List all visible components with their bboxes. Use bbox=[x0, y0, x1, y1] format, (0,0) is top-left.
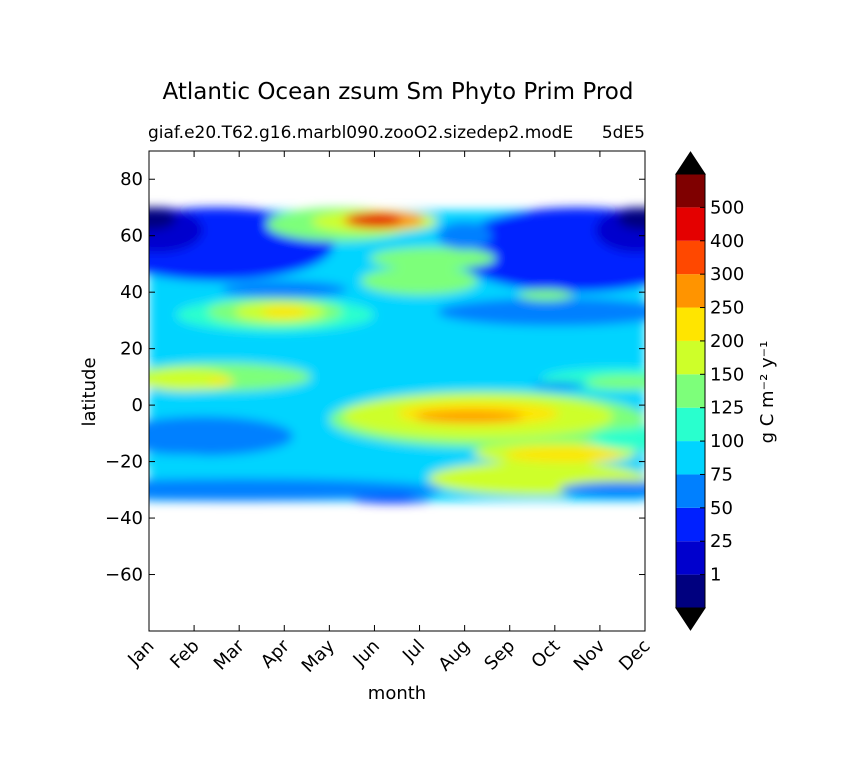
colorbar-tick-label: 125 bbox=[710, 398, 744, 419]
colorbar-swatch bbox=[676, 541, 705, 575]
contour-region bbox=[221, 280, 348, 298]
colorbar-extend-top bbox=[675, 151, 706, 175]
colorbar-label: g C m⁻² y⁻¹ bbox=[757, 341, 778, 444]
colorbar-swatch bbox=[676, 574, 705, 608]
colorbar-swatch bbox=[676, 474, 705, 508]
y-tick-label: 80 bbox=[120, 169, 143, 190]
plot-frame bbox=[148, 150, 646, 632]
x-tick-label: Aug bbox=[434, 636, 474, 676]
y-axis: 80 60 40 20 0 −20 −40 −60 bbox=[105, 169, 645, 586]
x-tick-label: Sep bbox=[480, 636, 519, 675]
colorbar-swatch bbox=[676, 340, 705, 375]
colorbar-tick-label: 100 bbox=[710, 431, 744, 452]
y-tick-label: −20 bbox=[105, 452, 143, 473]
colorbar-swatch bbox=[676, 407, 705, 442]
colorbar-frame bbox=[675, 173, 706, 609]
contour-region bbox=[149, 207, 177, 231]
x-tick-label: Jul bbox=[398, 636, 429, 667]
contour-region bbox=[347, 213, 402, 228]
colorbar-swatch bbox=[676, 174, 705, 208]
x-tick-label: Mar bbox=[210, 635, 249, 674]
colorbar-extend-bottom bbox=[675, 607, 706, 631]
colorbar-tick-label: 150 bbox=[710, 364, 744, 385]
y-tick-label: −60 bbox=[105, 565, 143, 586]
x-axis-label: month bbox=[368, 683, 426, 704]
chart-subtitle-right: 5dE5 bbox=[602, 123, 645, 143]
contour-region bbox=[415, 410, 524, 423]
x-tick-label: Dec bbox=[615, 636, 654, 675]
colorbar-tick-label: 25 bbox=[710, 531, 733, 552]
colorbar-tick-label: 400 bbox=[710, 231, 744, 252]
y-tick-label: 40 bbox=[120, 282, 143, 303]
y-tick-label: −40 bbox=[105, 508, 143, 529]
y-tick-label: 60 bbox=[120, 226, 143, 247]
colorbar-tick-label: 75 bbox=[710, 464, 733, 485]
contour-region bbox=[149, 368, 231, 391]
colorbar-tick-label: 200 bbox=[710, 331, 744, 352]
colorbar-swatch bbox=[676, 507, 705, 542]
x-tick-label: Jun bbox=[349, 636, 384, 671]
contour-region bbox=[559, 481, 645, 499]
colorbar-swatch bbox=[676, 441, 705, 475]
contour-region bbox=[149, 478, 443, 502]
contour-region bbox=[590, 427, 645, 451]
contour-region bbox=[360, 266, 479, 295]
x-tick-label: Jan bbox=[123, 636, 158, 671]
contour-region bbox=[437, 297, 645, 327]
colorbar-swatch bbox=[676, 274, 705, 308]
y-axis-label: latitude bbox=[79, 357, 100, 426]
contour-region bbox=[351, 496, 434, 504]
colorbar-tick-label: 50 bbox=[710, 498, 733, 519]
x-tick-label: May bbox=[298, 635, 339, 676]
colorbar-tick-label: 1 bbox=[710, 565, 721, 586]
contour-region bbox=[149, 454, 226, 469]
contour-region bbox=[437, 221, 492, 250]
contour-region bbox=[149, 416, 294, 456]
contour-region bbox=[505, 447, 623, 462]
chart-title: Atlantic Ocean zsum Sm Phyto Prim Prod bbox=[163, 79, 634, 105]
colorbar-tick-label: 250 bbox=[710, 298, 744, 319]
colorbar-swatch bbox=[676, 240, 705, 275]
plot-area: Jan Feb Mar Apr May Jun Jul Aug Sep Oct Nov Dec 80 6… bbox=[105, 150, 655, 677]
colorbar-tick-label: 300 bbox=[710, 264, 744, 285]
colorbar-swatch bbox=[676, 374, 705, 408]
contour-region bbox=[617, 207, 645, 231]
x-tick-label: Feb bbox=[166, 636, 203, 673]
colorbar-tick-label: 500 bbox=[710, 197, 744, 218]
contour-region bbox=[369, 247, 497, 270]
contour-field bbox=[149, 207, 645, 504]
chart-subtitle: giaf.e20.T62.g16.marbl090.zooO2.sizedep2… bbox=[148, 123, 573, 143]
contour-region bbox=[532, 381, 587, 389]
contour-region bbox=[207, 377, 235, 385]
x-tick-label: Apr bbox=[257, 635, 294, 672]
x-tick-label: Oct bbox=[527, 636, 564, 673]
contour-region bbox=[451, 207, 645, 293]
contour-region bbox=[586, 375, 645, 390]
y-tick-label: 0 bbox=[132, 395, 143, 416]
y-tick-label: 20 bbox=[120, 339, 143, 360]
colorbar-swatch bbox=[676, 207, 705, 241]
contour-region bbox=[261, 306, 307, 318]
x-tick-label: Nov bbox=[570, 635, 610, 675]
contour-region bbox=[518, 289, 573, 301]
colorbar-swatch bbox=[676, 307, 705, 341]
